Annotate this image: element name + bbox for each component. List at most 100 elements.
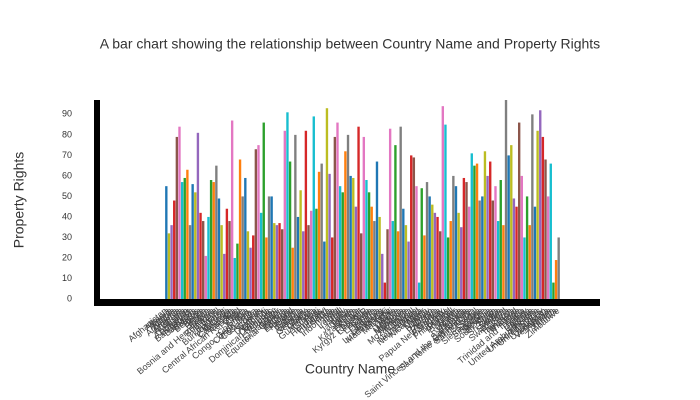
bar bbox=[315, 208, 318, 299]
bar bbox=[262, 122, 265, 299]
bar bbox=[494, 186, 497, 299]
bar bbox=[367, 192, 371, 299]
bar bbox=[489, 161, 492, 299]
bar bbox=[228, 221, 231, 299]
bar bbox=[331, 237, 334, 299]
bar bbox=[407, 241, 410, 299]
bar bbox=[396, 231, 400, 299]
bar bbox=[257, 145, 260, 299]
bar bbox=[186, 169, 189, 299]
bar bbox=[273, 223, 276, 299]
bar bbox=[299, 190, 302, 299]
bar bbox=[507, 155, 510, 299]
bar bbox=[388, 128, 392, 299]
bar bbox=[344, 151, 347, 299]
bar bbox=[244, 177, 247, 299]
bar bbox=[246, 231, 250, 299]
y-tick-label: 0 bbox=[67, 293, 72, 303]
y-tick-label: 70 bbox=[62, 150, 72, 160]
bar bbox=[259, 212, 263, 299]
x-axis-line bbox=[100, 299, 600, 306]
bar bbox=[481, 196, 484, 299]
bar bbox=[349, 175, 352, 299]
bar bbox=[225, 208, 229, 299]
bar bbox=[352, 177, 355, 299]
bar bbox=[491, 200, 495, 299]
bar bbox=[354, 206, 358, 299]
bar bbox=[431, 204, 434, 299]
bar bbox=[428, 196, 431, 299]
bar bbox=[338, 186, 342, 299]
bar bbox=[533, 206, 537, 299]
bar bbox=[441, 106, 445, 300]
bar bbox=[467, 206, 471, 299]
y-tick-label: 90 bbox=[62, 109, 72, 119]
bar bbox=[394, 145, 397, 299]
bar bbox=[449, 221, 452, 299]
bar bbox=[504, 100, 508, 299]
bar bbox=[320, 163, 323, 299]
bar bbox=[541, 136, 545, 299]
bar bbox=[383, 282, 387, 299]
bar bbox=[517, 122, 521, 299]
bar bbox=[357, 126, 360, 299]
bar bbox=[549, 163, 552, 299]
bar bbox=[546, 196, 550, 299]
bar bbox=[180, 182, 184, 299]
bar bbox=[312, 116, 315, 299]
y-tick-label: 50 bbox=[62, 191, 72, 201]
y-axis-label: Property Rights bbox=[11, 152, 27, 248]
bar bbox=[391, 221, 394, 299]
y-tick-label: 30 bbox=[62, 232, 72, 242]
bar bbox=[323, 241, 326, 299]
bar bbox=[402, 208, 405, 299]
bar bbox=[304, 130, 308, 299]
bar bbox=[236, 243, 239, 299]
bar bbox=[420, 188, 423, 299]
bar bbox=[462, 177, 466, 299]
bar bbox=[423, 235, 426, 299]
bar bbox=[165, 186, 168, 299]
bar bbox=[557, 237, 560, 299]
x-axis-label: Country Name bbox=[305, 361, 395, 377]
bar bbox=[502, 225, 505, 299]
bar bbox=[457, 212, 460, 299]
bar bbox=[296, 216, 300, 299]
bar bbox=[359, 233, 363, 299]
bar bbox=[209, 180, 213, 299]
bar bbox=[365, 180, 368, 299]
bar bbox=[196, 132, 200, 299]
bar bbox=[173, 200, 176, 299]
bar bbox=[510, 145, 513, 299]
bar bbox=[302, 231, 305, 299]
bar bbox=[265, 237, 268, 299]
bar bbox=[249, 247, 252, 299]
bar bbox=[483, 151, 487, 299]
bar bbox=[486, 175, 489, 299]
bar bbox=[252, 235, 255, 299]
bar bbox=[465, 182, 468, 299]
bar bbox=[286, 112, 289, 299]
bar bbox=[386, 229, 389, 299]
bar bbox=[238, 159, 242, 299]
bar bbox=[183, 177, 186, 299]
bar bbox=[554, 260, 558, 299]
bar bbox=[178, 126, 181, 299]
bar bbox=[325, 108, 329, 300]
bar bbox=[336, 122, 339, 299]
bar bbox=[412, 157, 416, 299]
bar bbox=[207, 216, 210, 299]
bar bbox=[317, 171, 321, 299]
y-axis-line bbox=[94, 100, 100, 306]
bar bbox=[512, 198, 516, 299]
bar bbox=[212, 182, 215, 299]
bar bbox=[460, 227, 463, 299]
bar bbox=[544, 159, 547, 299]
bar bbox=[433, 212, 437, 299]
bar bbox=[528, 225, 531, 299]
bar bbox=[233, 257, 236, 299]
bar bbox=[199, 212, 202, 299]
y-tick-label: 60 bbox=[62, 170, 72, 180]
bar bbox=[417, 282, 421, 299]
